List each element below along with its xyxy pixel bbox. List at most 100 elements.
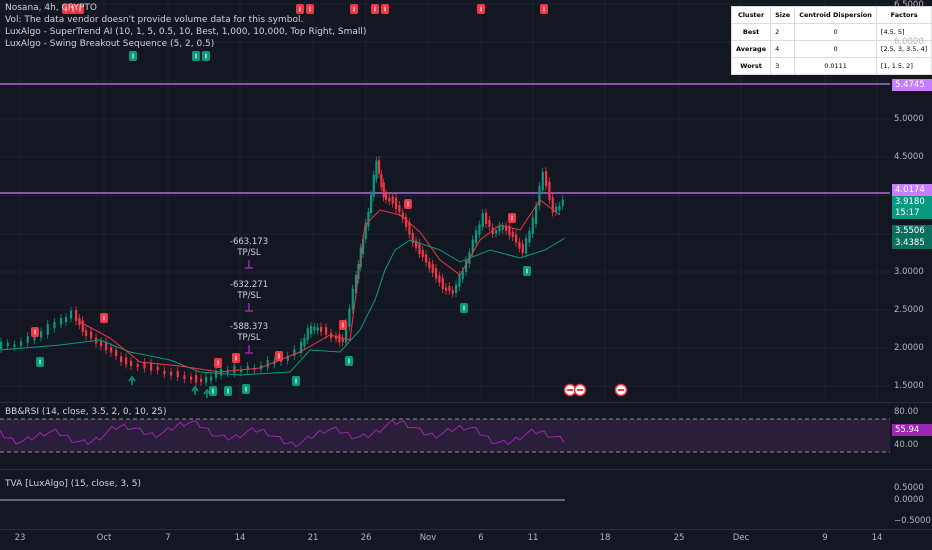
time-tick: Dec <box>732 533 750 543</box>
candle-body <box>555 206 558 212</box>
rsi-overbought-marker-glyph <box>543 6 545 12</box>
candle-body <box>176 370 179 377</box>
candle-body <box>75 310 78 321</box>
candle-body <box>518 241 521 249</box>
candle-body <box>130 360 133 366</box>
pane-divider[interactable] <box>0 402 932 403</box>
candle-body <box>195 374 198 383</box>
candle-body <box>246 366 249 370</box>
time-tick: Oct <box>96 533 112 543</box>
candle-body <box>110 347 113 353</box>
last-price-tag: 3.9180 <box>892 196 932 208</box>
indicator-swing-label[interactable]: LuxAlgo - Swing Breakout Sequence (5, 2,… <box>5 39 215 49</box>
candle-body <box>380 174 383 188</box>
tva-tick: −0.5000 <box>894 516 931 526</box>
candle-body <box>303 337 306 347</box>
candle-body <box>421 250 424 257</box>
candle-body <box>266 360 269 368</box>
sell-signal-marker-glyph <box>511 215 513 221</box>
rsi-oversold-marker-glyph <box>195 53 197 59</box>
rsi-overbought-marker-glyph <box>374 6 376 12</box>
candle-body <box>501 226 504 230</box>
candle-body <box>455 284 458 293</box>
candle-body <box>338 334 341 343</box>
candle-body <box>70 310 73 319</box>
tva-chart[interactable] <box>0 470 890 528</box>
candle-body <box>488 220 491 227</box>
price-tick: 4.5000 <box>894 152 924 162</box>
candle-body <box>150 362 153 371</box>
symbol-title[interactable]: Nosana, 4h, CRYPTO <box>5 3 98 13</box>
candle-body <box>325 327 328 335</box>
candle-body <box>351 288 354 310</box>
candle-body <box>205 376 208 383</box>
rsi-tick: 80.00 <box>894 407 919 417</box>
candle-body <box>300 342 303 353</box>
tva-title[interactable]: TVA [LuxAlgo] (15, close, 3, 5) <box>5 479 142 489</box>
event-flag-glyph <box>577 389 583 391</box>
pane-divider <box>0 529 932 530</box>
price-tick: 6.5000 <box>894 0 924 10</box>
candle-body <box>348 308 351 327</box>
time-tick: 7 <box>165 533 171 543</box>
price-tick: 3.0000 <box>894 267 924 277</box>
up-arrow-head <box>203 388 211 395</box>
candle-body <box>120 356 123 362</box>
candle-body <box>498 225 501 232</box>
volume-note: Vol: The data vendor doesn't provide vol… <box>5 15 304 25</box>
indicator-supertrend-label[interactable]: LuxAlgo - SuperTrend AI (10, 1, 5, 0.5, … <box>5 27 367 37</box>
rsi-pane[interactable]: BB&RSI (14, close, 3.5, 2, 0, 10, 25) <box>0 403 890 468</box>
candle-body <box>293 349 296 356</box>
candle-body <box>441 277 444 289</box>
time-tick: 25 <box>673 533 685 543</box>
candle-body <box>401 212 404 219</box>
candle-body <box>183 375 186 379</box>
buy-signal-marker-glyph <box>227 388 229 394</box>
pane-divider[interactable] <box>0 469 932 470</box>
candle-body <box>428 261 431 269</box>
candle-body <box>505 225 508 231</box>
price-pane[interactable]: Nosana, 4h, CRYPTO Vol: The data vendor … <box>0 0 932 400</box>
sell-signal-marker-glyph <box>235 355 237 361</box>
candle-body <box>508 225 511 236</box>
candle-body <box>475 230 478 243</box>
rsi-overbought-marker-glyph <box>309 6 311 12</box>
candle-body <box>515 234 518 243</box>
tpsl-annotation: -632.271 TP/SL <box>229 280 269 301</box>
price-tick: 2.5000 <box>894 305 924 315</box>
sell-signal-marker-glyph <box>34 329 36 335</box>
candle-body <box>143 362 146 369</box>
buy-signal-marker-glyph <box>39 359 41 365</box>
rsi-title[interactable]: BB&RSI (14, close, 3.5, 2, 0, 10, 25) <box>5 407 167 417</box>
rsi-overbought-marker-glyph <box>353 6 355 12</box>
rsi-tick: 40.00 <box>894 440 919 450</box>
tva-tick: 0.5000 <box>894 483 924 493</box>
buy-signal-marker-glyph <box>245 386 247 392</box>
candle-body <box>286 355 289 361</box>
candle-body <box>370 194 373 213</box>
table-header: Centroid Dispersion <box>794 6 877 24</box>
sell-signal-marker-glyph <box>217 360 219 366</box>
candle-body <box>545 171 548 187</box>
rsi-chart[interactable] <box>0 403 890 468</box>
candle-body <box>538 186 541 206</box>
chart-legend: Nosana, 4h, CRYPTO Vol: The data vendor … <box>5 2 366 50</box>
candle-body <box>85 330 88 336</box>
time-tick: 14 <box>871 533 883 543</box>
time-axis[interactable]: 23 Oct 7 14 21 26 Nov 6 11 18 25 Dec 9 1… <box>0 530 890 550</box>
candle-body <box>528 230 531 243</box>
candle-body <box>125 357 128 365</box>
candle-body <box>367 211 370 227</box>
candle-body <box>136 364 139 367</box>
tva-tick: 0.0000 <box>894 495 924 505</box>
rsi-band <box>0 419 890 452</box>
buy-signal-marker-glyph <box>348 358 350 364</box>
candle-body <box>210 376 213 381</box>
tva-pane[interactable]: TVA [LuxAlgo] (15, close, 3, 5) <box>0 470 890 528</box>
rsi-overbought-marker-glyph <box>72 6 74 12</box>
candle-body <box>481 213 484 227</box>
candle-body <box>46 323 49 335</box>
candle-body <box>78 317 81 326</box>
candle-body <box>341 338 344 342</box>
resistance-mid-tag: 4.0174 <box>892 184 932 196</box>
